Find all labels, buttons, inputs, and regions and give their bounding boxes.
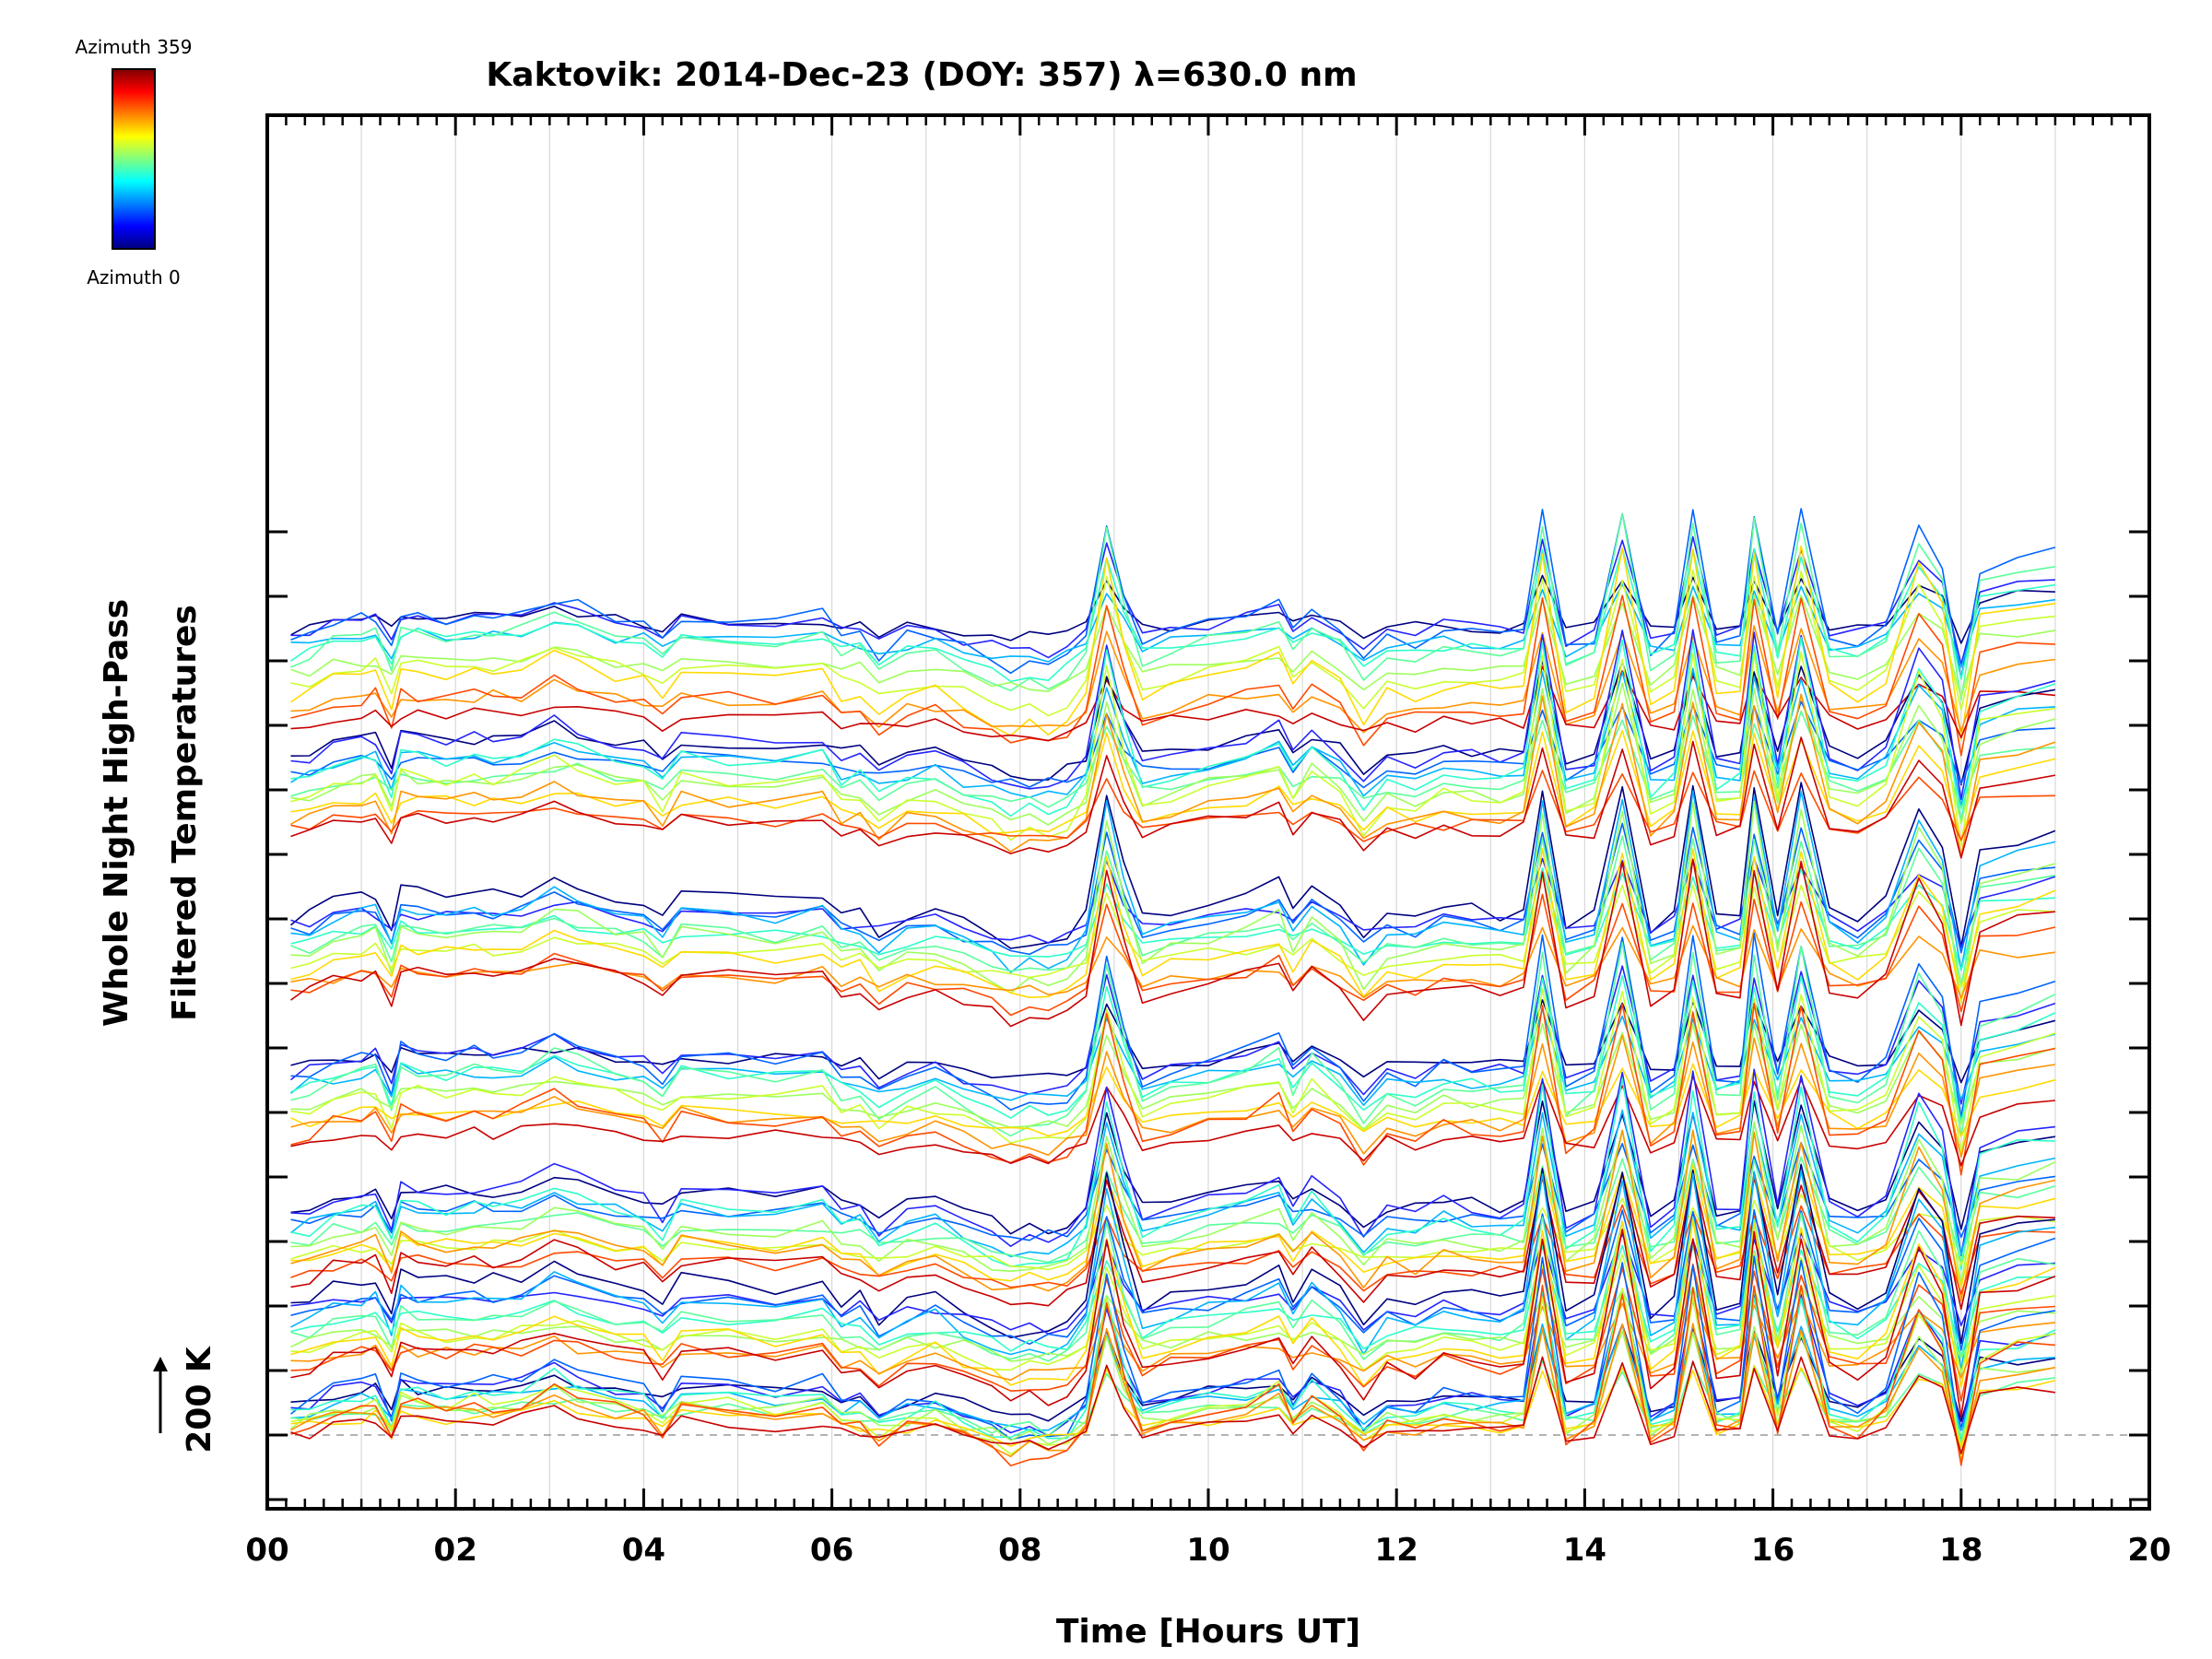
series-line: [290, 876, 2055, 989]
series-line: [290, 770, 2055, 842]
series-line: [290, 710, 2055, 810]
x-tick-label: 08: [998, 1532, 1041, 1569]
series-line: [290, 1356, 2056, 1454]
x-tick-label: 10: [1186, 1532, 1230, 1569]
series-line: [290, 1208, 2056, 1351]
colorbar-gradient: [112, 68, 156, 250]
series-line: [290, 508, 2056, 680]
scale-arrow-head: [153, 1357, 168, 1371]
series-line: [290, 1076, 2055, 1167]
colorbar-top-label: Azimuth 359: [76, 36, 193, 58]
series-line: [290, 1002, 2056, 1176]
chart-title: Kaktovik: 2014-Dec-23 (DOY: 357) λ=630.0…: [486, 56, 1357, 94]
series-line: [290, 682, 2056, 826]
series-line: [290, 867, 2055, 971]
x-tick-labels: 00 02 04 06 08 10 12 14 16 18 20: [245, 1532, 2171, 1569]
x-tick-label: 18: [1939, 1532, 1983, 1569]
series-line: [290, 629, 2056, 801]
series-line: [290, 651, 2056, 847]
series-line: [290, 1229, 2056, 1418]
series-line: [290, 512, 2056, 701]
series-line: [289, 1008, 2056, 1106]
series-line: [290, 835, 2056, 988]
series-line: [290, 1121, 2056, 1285]
scale-marker: 200 K: [153, 1346, 218, 1453]
series-line: [290, 941, 2056, 1137]
series-line: [290, 800, 2056, 1004]
series-line: [290, 736, 2056, 859]
x-tick-label: 14: [1563, 1532, 1606, 1569]
series-line: [290, 1219, 2056, 1388]
y-axis-label-line-1: Whole Night High-Pass: [98, 599, 135, 1027]
series-line: [290, 1284, 2055, 1467]
series-line: [290, 988, 2056, 1154]
y-axis-label-line-2: Filtered Temperatures: [166, 605, 204, 1021]
axis-ticks: [265, 115, 2151, 1509]
series-line: [290, 858, 2055, 1028]
series-line: [290, 932, 2056, 1119]
series-line: [290, 1077, 2055, 1271]
x-tick-label: 12: [1375, 1532, 1418, 1569]
series-line: [290, 665, 2055, 742]
colorbar-bottom-label: Azimuth 0: [87, 266, 181, 288]
series-line: [290, 1100, 2056, 1235]
series-line: [290, 1109, 2056, 1258]
series-line: [290, 1212, 2056, 1376]
series-line: [290, 1170, 2056, 1372]
temperature-traces: [289, 508, 2056, 1467]
series-line: [290, 1034, 2056, 1159]
series-line: [290, 1298, 2055, 1382]
x-tick-label: 16: [1751, 1532, 1794, 1569]
series-line: [290, 1171, 2055, 1311]
series-line: [290, 636, 2056, 822]
series-line: [289, 782, 2056, 949]
series-line: [290, 545, 2056, 741]
series-line: [290, 693, 2056, 857]
series-line: [290, 1253, 2056, 1373]
series-line: [290, 1255, 2056, 1444]
x-axis-label: Time [Hours UT]: [1056, 1613, 1360, 1651]
azimuth-colorbar: Azimuth 359 Azimuth 0: [76, 36, 193, 288]
series-line: [290, 1163, 2056, 1288]
series-line: [290, 847, 2056, 1003]
x-tick-label: 02: [434, 1532, 477, 1569]
x-tick-label: 04: [622, 1532, 665, 1569]
scale-marker-label: 200 K: [181, 1346, 218, 1453]
series-line: [290, 1323, 2056, 1463]
x-tick-label: 00: [245, 1532, 288, 1569]
series-line: [290, 594, 2055, 757]
series-line: [290, 924, 2056, 999]
x-tick-label: 20: [2127, 1532, 2171, 1569]
series-line: [290, 1194, 2056, 1271]
series-line: [290, 1365, 2056, 1449]
x-tick-label: 06: [810, 1532, 853, 1569]
